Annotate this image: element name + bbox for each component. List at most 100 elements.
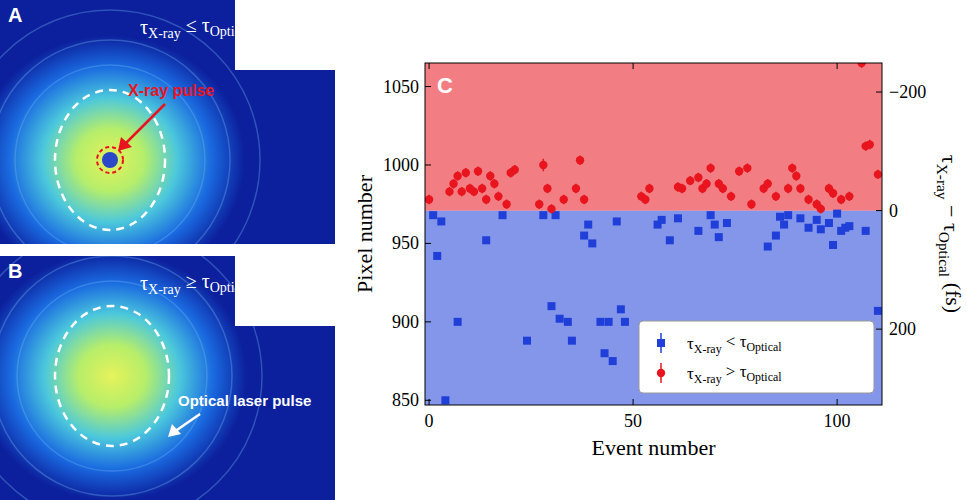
arrowhead (168, 424, 181, 437)
point (874, 170, 882, 178)
point (584, 221, 592, 229)
point (711, 221, 719, 229)
point (601, 349, 609, 357)
point (437, 217, 445, 225)
point (568, 337, 576, 345)
data (425, 63, 882, 404)
tick (876, 210, 882, 211)
tick (425, 86, 431, 87)
region (425, 211, 882, 405)
subscript: Optical (936, 232, 953, 277)
tick-label: 850 (392, 390, 419, 410)
point (764, 243, 772, 251)
point (429, 211, 437, 219)
point (845, 222, 853, 230)
tick (425, 321, 431, 322)
tick (425, 243, 431, 244)
ring (0, 40, 230, 244)
point (490, 180, 498, 188)
ring (0, 10, 260, 244)
point (784, 211, 792, 219)
legend-marker (657, 369, 665, 377)
text-part: ≥ τ (181, 270, 210, 292)
text-part: ​ (250, 12, 251, 34)
point (694, 227, 702, 235)
point (605, 318, 613, 326)
point (449, 180, 457, 188)
point (706, 164, 714, 172)
point (857, 63, 865, 67)
point (596, 318, 604, 326)
arrow (174, 414, 200, 432)
point (425, 195, 433, 203)
tick-label: 0 (889, 201, 898, 221)
tick-label: 100 (824, 411, 851, 431)
dashed-ring (55, 306, 169, 446)
text-part: ​ (781, 361, 782, 380)
subscript: X-ray (694, 372, 722, 386)
point (613, 217, 621, 225)
point (502, 200, 510, 208)
point (862, 227, 870, 235)
regions (425, 63, 882, 405)
point (694, 173, 702, 181)
point (747, 200, 755, 208)
point (482, 195, 490, 203)
panel-title: τX-ray ≥ τOptical​ (140, 270, 251, 297)
text-part: < τ (722, 332, 747, 351)
point (547, 205, 555, 213)
point (772, 192, 780, 200)
detector-image (0, 0, 335, 244)
tick (425, 164, 431, 165)
point (678, 184, 686, 192)
point (776, 213, 784, 221)
point (441, 396, 449, 404)
tick-label: 200 (889, 319, 916, 339)
point (621, 318, 629, 326)
text-part: ​ (250, 268, 251, 290)
point (523, 337, 531, 345)
point (825, 219, 833, 227)
panel-image: BτX-ray ≥ τOptical​Optical laser pulse (0, 226, 335, 500)
tick (837, 63, 838, 69)
tick-label: 900 (392, 312, 419, 332)
point (719, 184, 727, 192)
tick-label: 1050 (383, 77, 419, 97)
axis-title: τX-ray − τOptical (fs) (934, 155, 966, 313)
point (735, 167, 743, 175)
dashed-ring (55, 90, 165, 230)
ring (0, 256, 262, 500)
point (454, 318, 462, 326)
ring (17, 281, 207, 471)
point (539, 211, 547, 219)
annotation: Optical laser pulse (178, 392, 311, 409)
tick (633, 63, 634, 69)
tick (429, 63, 430, 69)
point (658, 216, 666, 224)
point (535, 200, 543, 208)
point (702, 180, 710, 188)
point (833, 210, 841, 218)
point (462, 169, 470, 177)
point (486, 172, 494, 180)
text-part: (fs) (941, 277, 966, 313)
text-part: Optical laser pulse (178, 392, 311, 409)
point (666, 236, 674, 244)
point (817, 225, 825, 233)
ring (0, 256, 232, 496)
point (788, 164, 796, 172)
point (829, 241, 837, 249)
point (837, 195, 845, 203)
detector-image (0, 256, 335, 500)
subscript: X-ray (694, 342, 722, 356)
point (804, 195, 812, 203)
tick (876, 92, 882, 93)
point (764, 180, 772, 188)
point (539, 161, 547, 169)
subscript: Optical (747, 370, 783, 384)
tick (425, 400, 431, 401)
region (425, 63, 882, 211)
point (580, 232, 588, 240)
point (617, 305, 625, 313)
tick (876, 329, 882, 330)
